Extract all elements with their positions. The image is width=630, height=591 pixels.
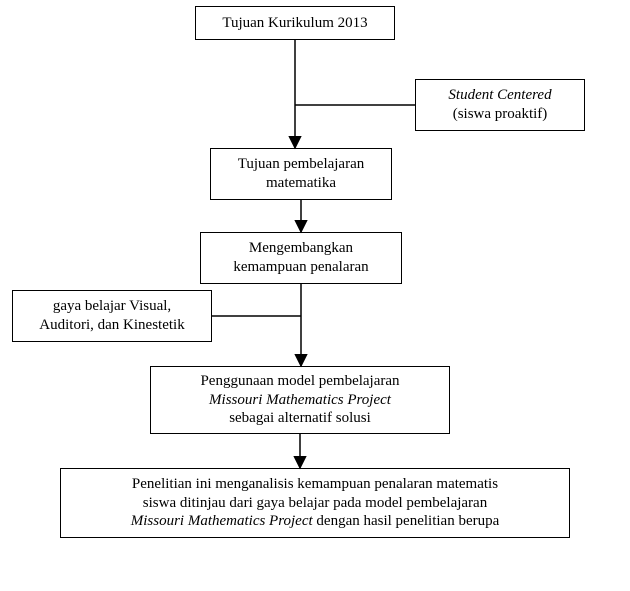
node-line: Missouri Mathematics Project dengan hasi… bbox=[131, 512, 500, 531]
node-line: Mengembangkan bbox=[249, 239, 353, 258]
node-part: dengan hasil penelitian berupa bbox=[313, 513, 500, 529]
node-tujuan-kurikulum: Tujuan Kurikulum 2013 bbox=[195, 6, 395, 40]
node-student-centered: Student Centered (siswa proaktif) bbox=[415, 79, 585, 131]
node-gaya-belajar: gaya belajar Visual, Auditori, dan Kines… bbox=[12, 290, 212, 342]
node-penelitian: Penelitian ini menganalisis kemampuan pe… bbox=[60, 468, 570, 538]
node-line: (siswa proaktif) bbox=[453, 105, 548, 124]
node-line: Penelitian ini menganalisis kemampuan pe… bbox=[132, 475, 498, 494]
node-line: siswa ditinjau dari gaya belajar pada mo… bbox=[143, 494, 487, 513]
node-line: matematika bbox=[266, 174, 336, 193]
node-tujuan-pembelajaran: Tujuan pembelajaran matematika bbox=[210, 148, 392, 200]
node-line: sebagai alternatif solusi bbox=[229, 409, 371, 428]
node-line: Missouri Mathematics Project bbox=[209, 391, 391, 410]
node-line: kemampuan penalaran bbox=[233, 258, 368, 277]
node-penggunaan-model: Penggunaan model pembelajaran Missouri M… bbox=[150, 366, 450, 434]
node-line: Penggunaan model pembelajaran bbox=[200, 372, 399, 391]
node-label: Tujuan Kurikulum 2013 bbox=[222, 14, 367, 33]
node-line: Student Centered bbox=[448, 86, 551, 105]
node-part-italic: Missouri Mathematics Project bbox=[131, 513, 313, 529]
node-line: Auditori, dan Kinestetik bbox=[39, 316, 184, 335]
node-line: Tujuan pembelajaran bbox=[238, 155, 365, 174]
node-mengembangkan: Mengembangkan kemampuan penalaran bbox=[200, 232, 402, 284]
node-line: gaya belajar Visual, bbox=[53, 297, 171, 316]
